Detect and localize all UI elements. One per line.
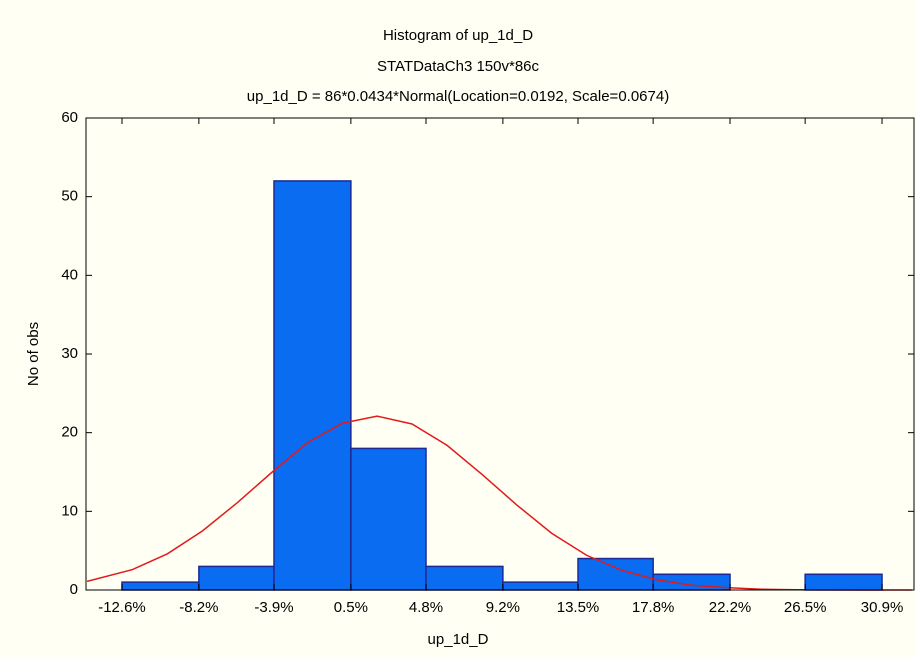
y-tick-label: 50: [61, 188, 78, 205]
x-tick-label: 13.5%: [557, 599, 600, 616]
x-tick-label: 0.5%: [334, 599, 368, 616]
x-tick-label: -8.2%: [179, 599, 218, 616]
x-axis-label: up_1d_D: [428, 631, 489, 648]
chart-title: Histogram of up_1d_D: [383, 27, 533, 44]
y-axis-label: No of obs: [25, 322, 42, 386]
bar: [198, 565, 275, 591]
x-tick-label: -3.9%: [254, 599, 293, 616]
fit-annotation: up_1d_D = 86*0.0434*Normal(Location=0.01…: [247, 88, 669, 105]
x-tick-label: 17.8%: [632, 599, 675, 616]
bar: [577, 557, 654, 591]
x-tick-label: 9.2%: [486, 599, 520, 616]
x-tick-label: 30.9%: [861, 599, 904, 616]
y-tick-label: 20: [61, 424, 78, 441]
bar: [425, 565, 504, 591]
y-tick-label: 40: [61, 266, 78, 283]
y-tick-label: 30: [61, 345, 78, 362]
y-tick-label: 10: [61, 502, 78, 519]
y-tick-label: 0: [70, 581, 78, 598]
x-tick-label: -12.6%: [98, 599, 146, 616]
chart-subtitle: STATDataCh3 150v*86c: [377, 58, 540, 75]
bar: [273, 180, 352, 591]
bar: [502, 581, 579, 591]
bar: [804, 573, 883, 591]
x-tick-label: 26.5%: [784, 599, 827, 616]
y-tick-label: 60: [61, 109, 78, 126]
bar: [350, 447, 427, 591]
x-tick-label: 4.8%: [409, 599, 443, 616]
bar: [121, 581, 200, 591]
fit-curve: [86, 415, 912, 591]
x-tick-label: 22.2%: [709, 599, 752, 616]
